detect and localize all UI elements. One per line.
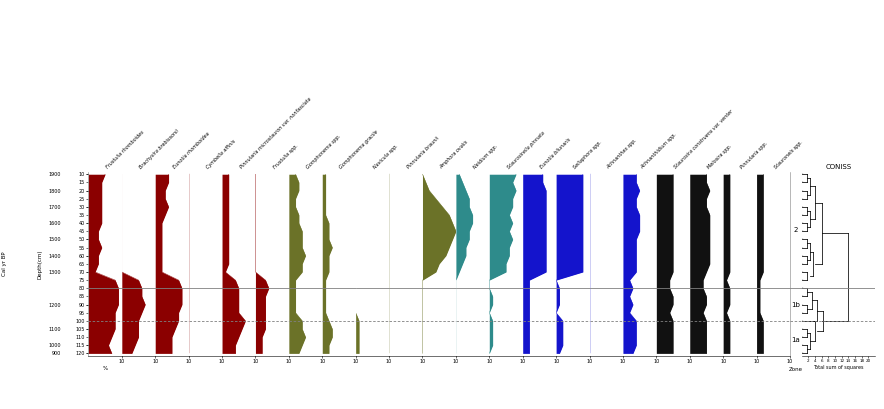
Text: Sellaphora spp.: Sellaphora spp. xyxy=(573,139,603,170)
Text: Frustulia rhomboides: Frustulia rhomboides xyxy=(105,130,145,170)
Text: Amphora ovalis: Amphora ovalis xyxy=(439,139,469,170)
X-axis label: Total sum of squares: Total sum of squares xyxy=(813,365,864,370)
X-axis label: %: % xyxy=(103,366,108,371)
Text: Eunotia bilunaris: Eunotia bilunaris xyxy=(539,137,572,170)
Text: Brachysira brebissonii: Brachysira brebissonii xyxy=(139,128,180,170)
Text: Gomphonema spp.: Gomphonema spp. xyxy=(306,134,342,170)
Text: 2: 2 xyxy=(794,227,798,233)
Text: Eunotia rhomboidea: Eunotia rhomboidea xyxy=(171,131,210,170)
Text: Pinnularia braunii: Pinnularia braunii xyxy=(406,136,440,170)
Text: Stauroneis spp.: Stauroneis spp. xyxy=(774,139,804,170)
Text: 1b: 1b xyxy=(791,301,800,308)
Text: Frustulia spp.: Frustulia spp. xyxy=(272,143,299,170)
Text: Staurosira construens var. venter: Staurosira construens var. venter xyxy=(673,109,734,170)
Text: Gomphonema gracile: Gomphonema gracile xyxy=(339,129,380,170)
Text: Achnanthes spp.: Achnanthes spp. xyxy=(606,138,638,170)
Text: 1a: 1a xyxy=(791,337,800,344)
Text: Melosira spp.: Melosira spp. xyxy=(706,144,733,170)
Text: Zone: Zone xyxy=(789,367,803,372)
Text: Pinnularia spp.: Pinnularia spp. xyxy=(740,141,769,170)
Title: CONISS: CONISS xyxy=(826,164,851,170)
Text: Navicula spp.: Navicula spp. xyxy=(372,143,399,170)
Text: Depth(cm): Depth(cm) xyxy=(37,249,42,279)
Text: Neidium spp.: Neidium spp. xyxy=(473,144,499,170)
Text: Cal yr BP: Cal yr BP xyxy=(2,252,7,276)
Text: Staurosirella pinnata: Staurosirella pinnata xyxy=(506,130,545,170)
Text: Achnanthidium spp.: Achnanthidium spp. xyxy=(640,132,678,170)
Text: Pinnularia microstauron var. nonfasciata: Pinnularia microstauron var. nonfasciata xyxy=(239,97,312,170)
Text: Cymbella affinis: Cymbella affinis xyxy=(205,139,237,170)
